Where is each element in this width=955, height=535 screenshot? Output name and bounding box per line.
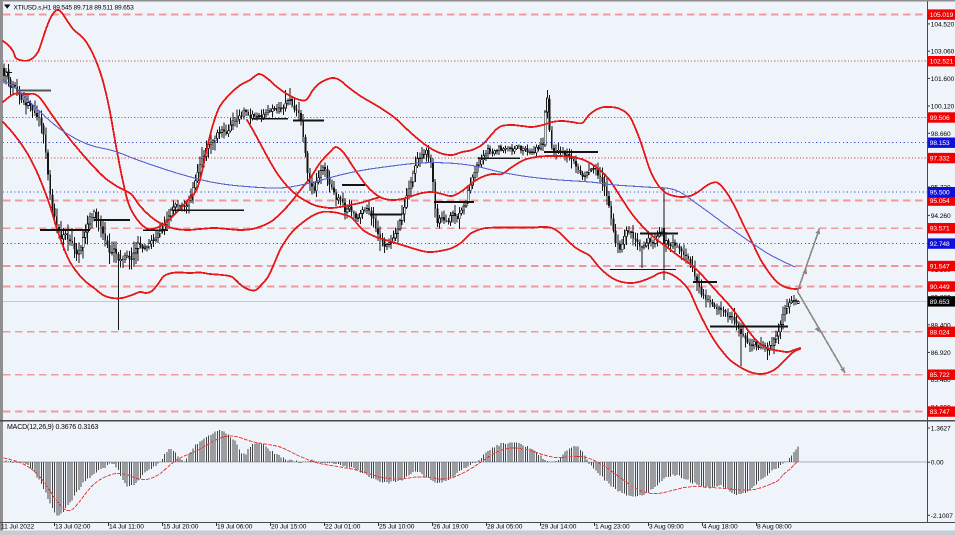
svg-text:25 Jul 10:00: 25 Jul 10:00 [379, 524, 415, 531]
svg-text:91.547: 91.547 [930, 264, 950, 271]
svg-text:101.600: 101.600 [931, 76, 955, 83]
svg-text:85.722: 85.722 [930, 372, 950, 379]
svg-text:90.449: 90.449 [930, 284, 950, 291]
svg-text:88.400: 88.400 [931, 322, 951, 329]
svg-text:95.500: 95.500 [930, 190, 950, 197]
svg-text:86.920: 86.920 [931, 350, 951, 357]
svg-text:102.521: 102.521 [930, 59, 954, 66]
svg-text:MACD(12,26,9) 0.3676 0.3163: MACD(12,26,9) 0.3676 0.3163 [7, 424, 99, 431]
svg-text:1 Aug 23:00: 1 Aug 23:00 [595, 524, 630, 531]
svg-text:XTIUSD.s,H1 89.545 89.718 89.: XTIUSD.s,H1 89.545 89.718 89.511 89.653 [14, 4, 135, 11]
svg-text:-2.1007: -2.1007 [931, 513, 953, 520]
svg-text:14 Jul 11:00: 14 Jul 11:00 [109, 524, 144, 531]
svg-text:4 Aug 18:00: 4 Aug 18:00 [703, 524, 738, 531]
svg-text:95.054: 95.054 [930, 198, 950, 205]
svg-text:29 Jul 14:00: 29 Jul 14:00 [541, 524, 577, 531]
svg-text:85.480: 85.480 [931, 377, 951, 384]
svg-text:0.00: 0.00 [931, 460, 944, 467]
svg-text:1.3627: 1.3627 [931, 426, 951, 433]
svg-text:28 Jul 05:00: 28 Jul 05:00 [487, 524, 523, 531]
svg-text:100.120: 100.120 [931, 104, 955, 111]
svg-text:93.571: 93.571 [930, 226, 950, 233]
svg-text:98.660: 98.660 [931, 131, 951, 138]
svg-text:105.019: 105.019 [930, 12, 954, 19]
svg-text:104.520: 104.520 [931, 21, 955, 28]
svg-text:26 Jul 19:00: 26 Jul 19:00 [433, 524, 469, 531]
svg-text:94.260: 94.260 [931, 213, 951, 220]
svg-text:99.506: 99.506 [930, 115, 950, 122]
svg-text:19 Jul 06:00: 19 Jul 06:00 [217, 524, 253, 531]
svg-text:13 Jul 02:00: 13 Jul 02:00 [55, 524, 91, 531]
svg-text:3 Aug 09:00: 3 Aug 09:00 [649, 524, 684, 531]
svg-text:11 Jul 2022: 11 Jul 2022 [1, 524, 34, 531]
svg-text:8 Aug 08:00: 8 Aug 08:00 [757, 524, 792, 531]
svg-text:97.332: 97.332 [930, 156, 950, 163]
svg-text:83.747: 83.747 [930, 409, 950, 416]
svg-text:89.653: 89.653 [930, 299, 950, 306]
svg-text:22 Jul 01:00: 22 Jul 01:00 [325, 524, 361, 531]
svg-text:15 Jul 20:00: 15 Jul 20:00 [163, 524, 199, 531]
svg-text:92.748: 92.748 [930, 241, 950, 248]
svg-text:103.060: 103.060 [931, 49, 955, 56]
svg-text:98.153: 98.153 [930, 140, 950, 147]
svg-text:88.024: 88.024 [930, 329, 950, 336]
svg-text:20 Jul 15:00: 20 Jul 15:00 [271, 524, 307, 531]
